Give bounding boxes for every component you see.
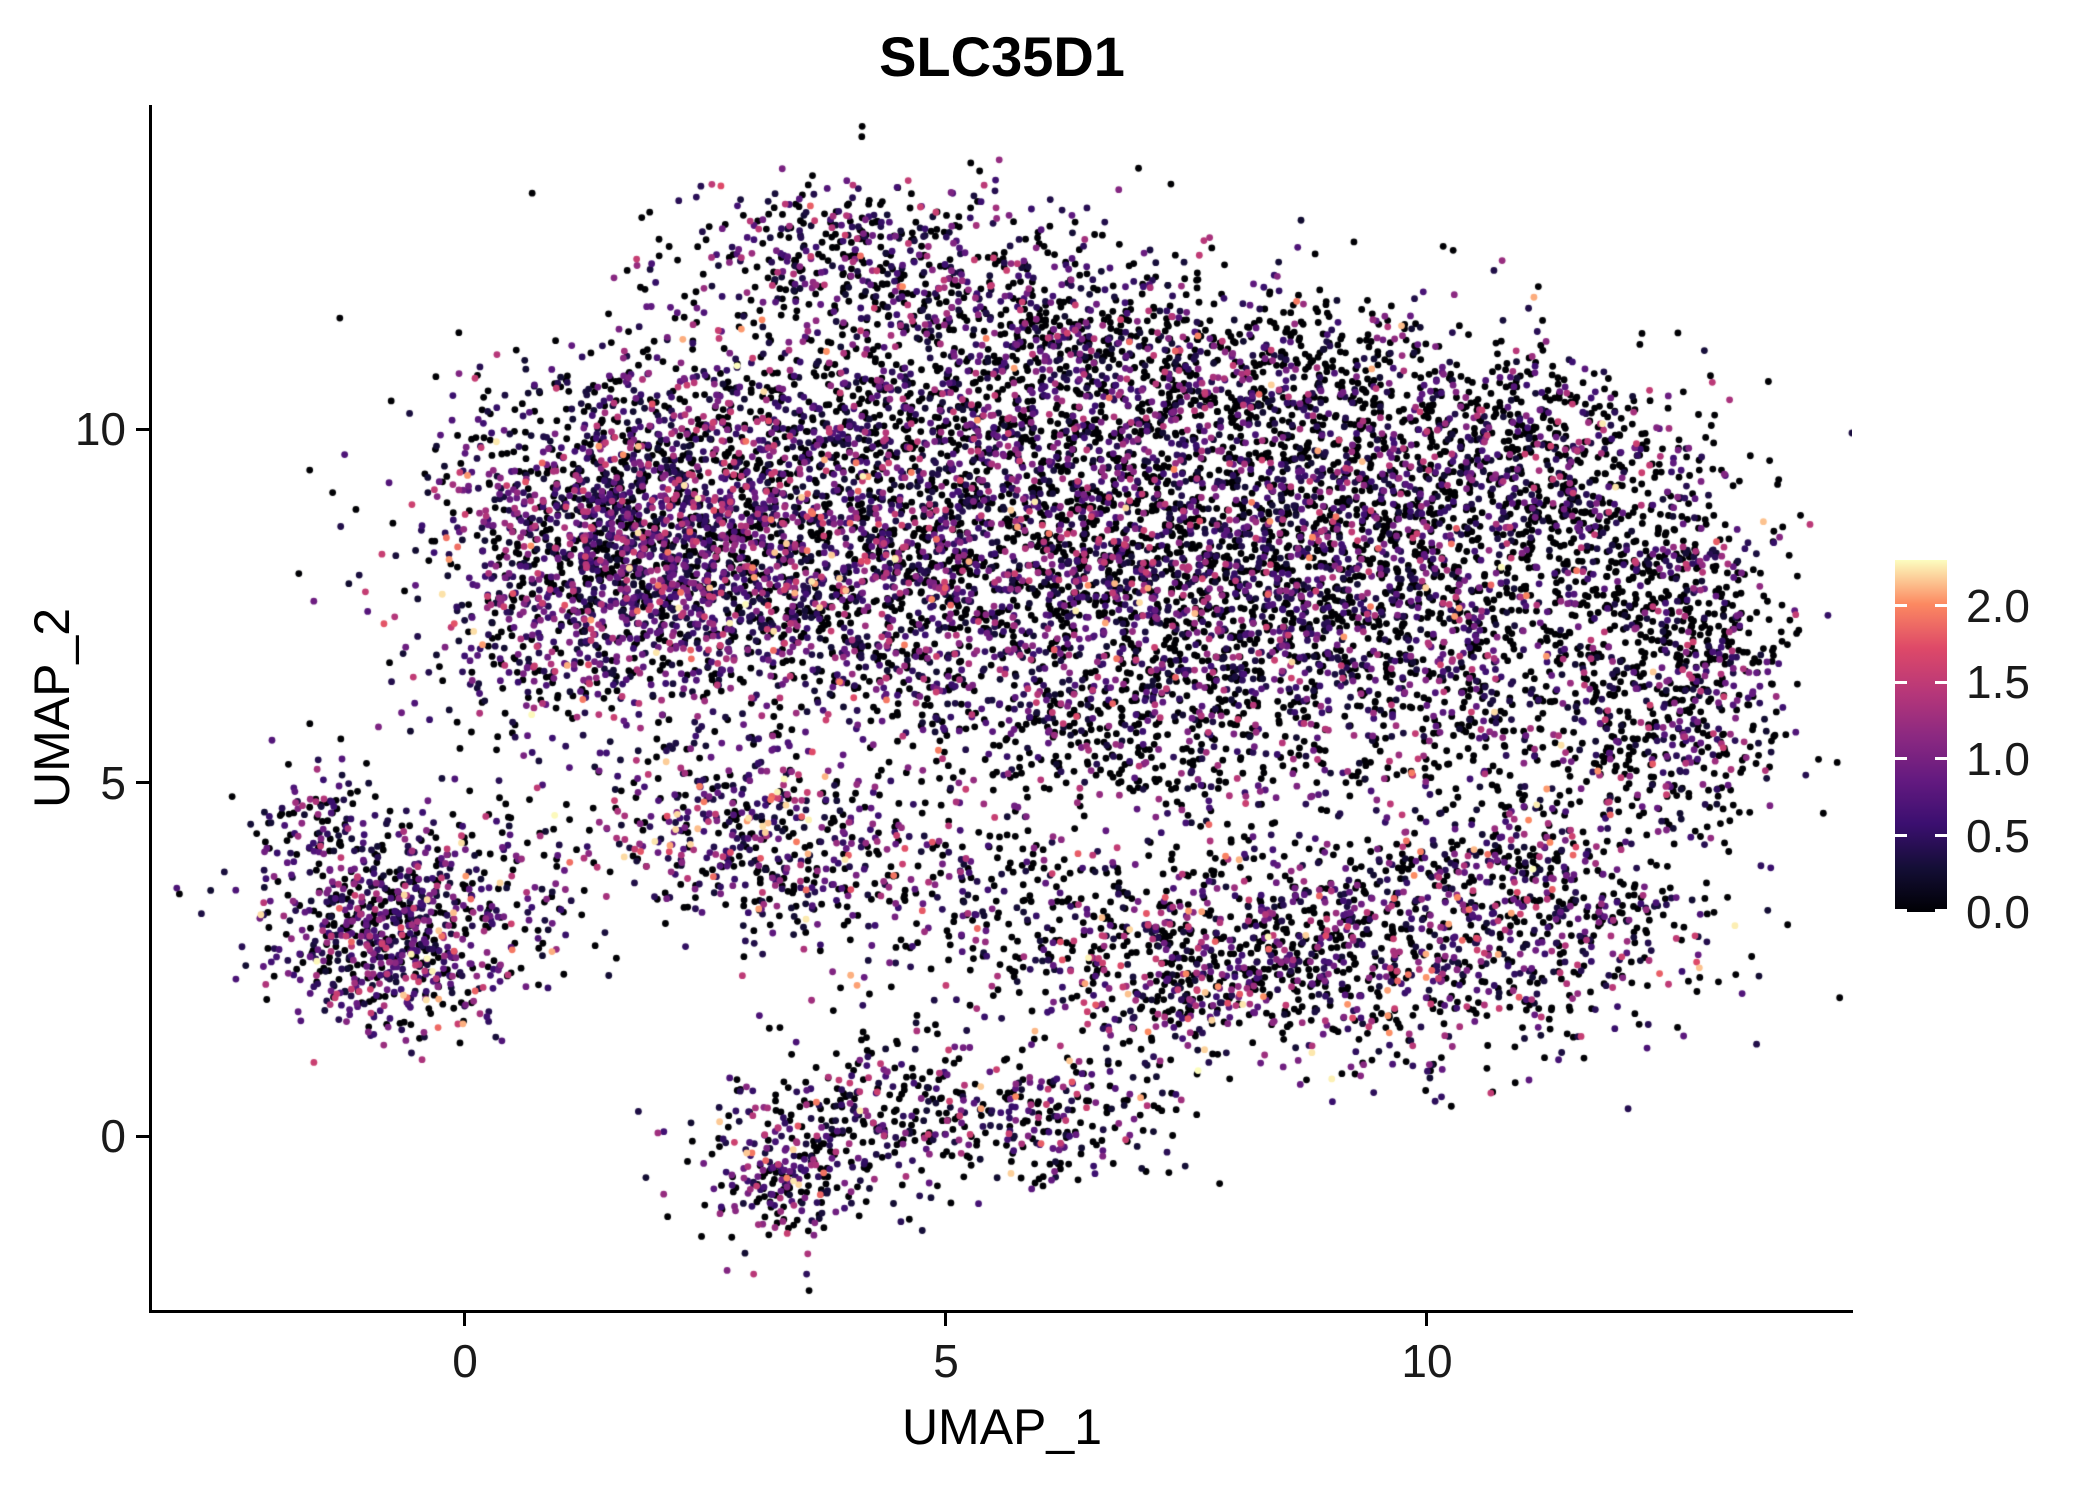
y-tick-label: 0	[100, 1110, 126, 1162]
x-axis-title: UMAP_1	[901, 1399, 1103, 1455]
colorbar	[1895, 560, 1947, 912]
colorbar-tick-mark	[1935, 680, 1947, 684]
colorbar-tick-mark	[1935, 909, 1947, 912]
colorbar-tick-label: 1.0	[1966, 733, 2030, 785]
y-tick-mark	[136, 781, 149, 784]
umap-scatter-canvas	[152, 105, 1852, 1310]
colorbar-tick-mark	[1895, 909, 1907, 912]
x-tick-mark	[944, 1313, 947, 1326]
colorbar-tick-mark	[1895, 833, 1907, 837]
colorbar-tick-mark	[1895, 757, 1907, 761]
colorbar-tick-label: 0.5	[1966, 810, 2030, 862]
x-tick-label: 0	[452, 1335, 478, 1387]
colorbar-tick-label: 0.0	[1966, 886, 2030, 938]
y-tick-label: 10	[74, 403, 126, 455]
colorbar-tick-mark	[1935, 833, 1947, 837]
y-axis-title: UMAP_2	[24, 607, 80, 809]
x-tick-label: 5	[933, 1335, 959, 1387]
colorbar-tick-mark	[1895, 680, 1907, 684]
x-tick-label: 10	[1401, 1335, 1453, 1387]
plot-title: SLC35D1	[879, 25, 1125, 88]
colorbar-tick-label: 1.5	[1966, 656, 2030, 708]
x-tick-mark	[1425, 1313, 1428, 1326]
y-tick-mark	[136, 1135, 149, 1138]
y-axis-line	[149, 105, 152, 1313]
colorbar-tick-mark	[1935, 757, 1947, 761]
colorbar-tick-mark	[1935, 604, 1947, 608]
y-tick-label: 5	[100, 757, 126, 809]
colorbar-tick-label: 2.0	[1966, 580, 2030, 632]
x-tick-mark	[463, 1313, 466, 1326]
y-tick-mark	[136, 428, 149, 431]
colorbar-tick-mark	[1895, 604, 1907, 608]
x-axis-line	[149, 1310, 1853, 1313]
